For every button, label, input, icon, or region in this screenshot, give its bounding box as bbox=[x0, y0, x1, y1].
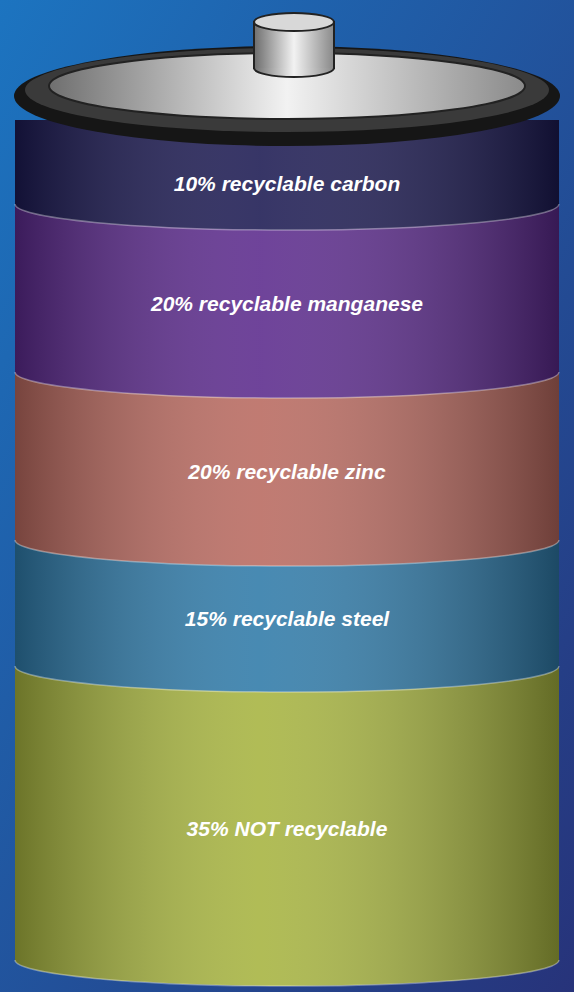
segment-edge bbox=[15, 666, 559, 692]
segment bbox=[15, 666, 559, 986]
segment bbox=[15, 372, 559, 566]
segment-label: 10% recyclable carbon bbox=[174, 172, 400, 195]
background bbox=[0, 0, 574, 992]
segment bbox=[15, 204, 559, 398]
terminal-top bbox=[254, 13, 334, 31]
segment-shade bbox=[15, 204, 559, 398]
data-labels: 10% recyclable carbon 20% recyclable mang… bbox=[150, 172, 423, 840]
chart: 10% recyclable carbon 20% recyclable mang… bbox=[0, 0, 574, 992]
segment-label: 15% recyclable steel bbox=[185, 607, 390, 630]
segment-edge bbox=[15, 540, 559, 566]
segment-label: 35% NOT recyclable bbox=[187, 817, 388, 840]
segment-label: 20% recyclable manganese bbox=[150, 292, 423, 315]
segment-edge bbox=[15, 204, 559, 230]
segment-shade bbox=[15, 666, 559, 986]
segments bbox=[15, 120, 559, 986]
segment-edge bbox=[15, 960, 559, 986]
segment-label: 20% recyclable zinc bbox=[187, 460, 386, 483]
segment-edge bbox=[15, 372, 559, 398]
terminal-body bbox=[255, 40, 333, 68]
segment-shade bbox=[15, 372, 559, 566]
